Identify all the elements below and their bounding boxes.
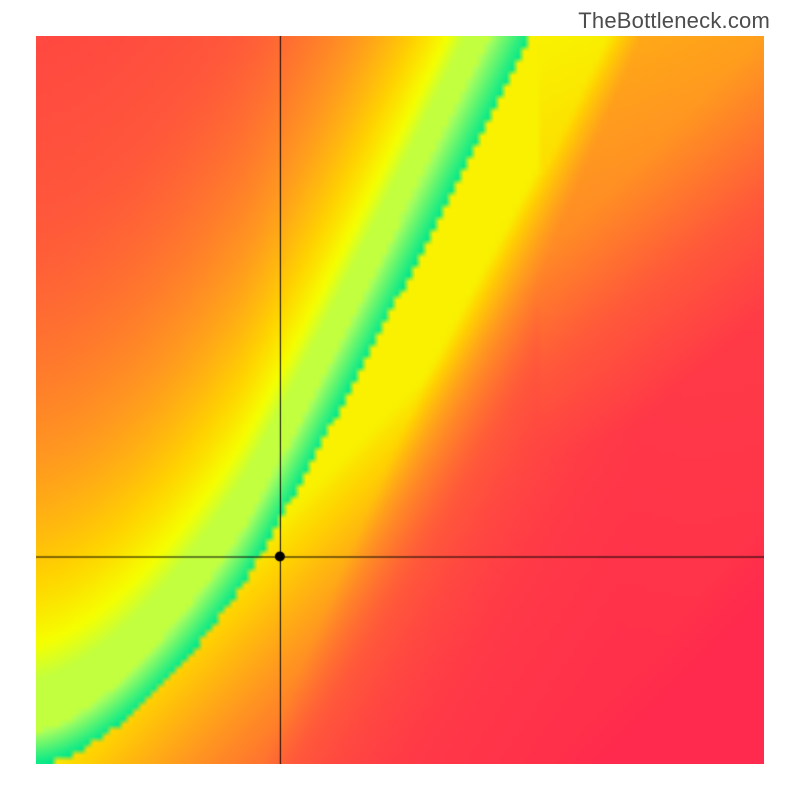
heatmap-plot	[36, 36, 764, 764]
watermark-text: TheBottleneck.com	[578, 8, 770, 34]
crosshair-overlay	[36, 36, 764, 764]
